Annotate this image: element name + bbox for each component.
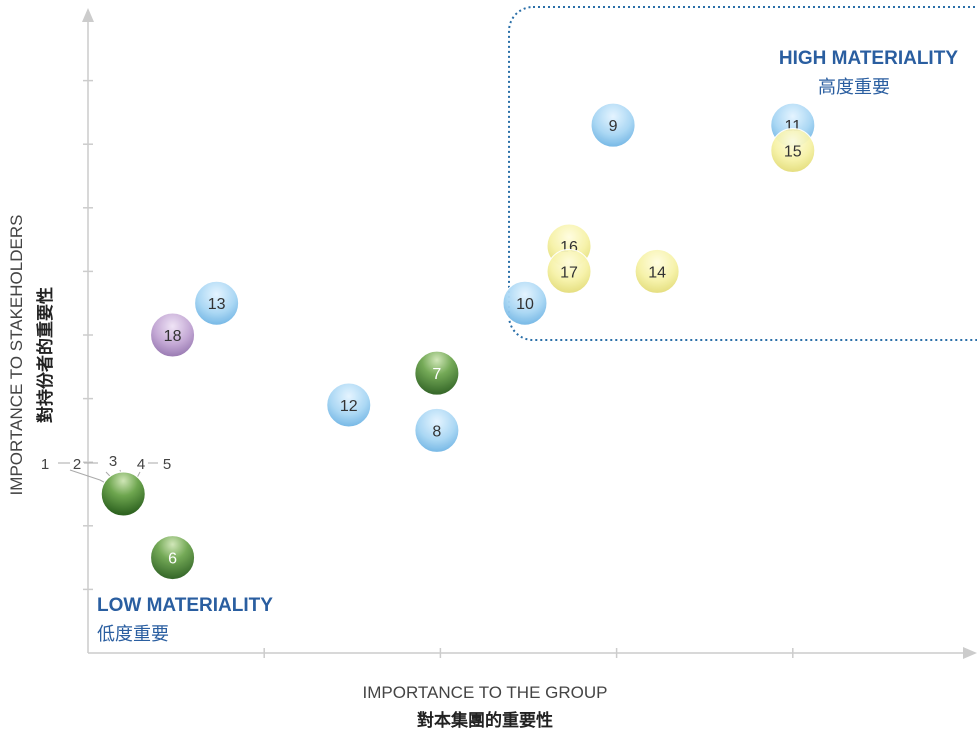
high-materiality-title: HIGH MATERIALITY xyxy=(779,48,958,69)
bubble-label-7: 7 xyxy=(432,366,441,383)
bubble-label-12: 12 xyxy=(340,398,358,415)
bubble-8 xyxy=(414,407,460,453)
data-point-9: 9 xyxy=(590,102,636,148)
cluster-label-4: 4 xyxy=(137,456,145,473)
cluster-labels: 1 2 3 4 5 xyxy=(41,453,171,473)
data-point-6: 6 xyxy=(150,535,196,581)
bubble-5 xyxy=(100,471,146,517)
bubble-label-9: 9 xyxy=(609,118,618,135)
bubble-15 xyxy=(770,128,816,174)
bubble-label-13: 13 xyxy=(208,296,226,313)
axis-ticks xyxy=(83,79,794,658)
high-materiality-subtitle: 高度重要 xyxy=(818,77,890,98)
bubble-label-6: 6 xyxy=(168,551,177,568)
cluster-label-5: 5 xyxy=(163,456,171,473)
data-point-17: 17 xyxy=(546,248,592,294)
y-axis xyxy=(82,8,94,653)
data-point-15: 15 xyxy=(770,128,816,174)
bubble-12 xyxy=(326,382,372,428)
cluster-label-3: 3 xyxy=(109,453,117,470)
bubble-label-18: 18 xyxy=(164,328,182,345)
bubble-13 xyxy=(194,280,240,326)
x-axis-subtitle: 對本集團的重要性 xyxy=(417,710,553,731)
y-axis-arrow-icon xyxy=(82,8,94,22)
bubble-17 xyxy=(546,248,592,294)
bubble-10 xyxy=(502,280,548,326)
data-point-14: 14 xyxy=(634,248,680,294)
cluster-label-1: 1 xyxy=(41,456,49,473)
data-point-12: 12 xyxy=(326,382,372,428)
data-point-5 xyxy=(100,471,146,517)
data-point-18: 18 xyxy=(150,312,196,358)
cluster-label-2: 2 xyxy=(73,456,81,473)
x-axis xyxy=(88,647,977,659)
bubble-9 xyxy=(590,102,636,148)
bubble-label-17: 17 xyxy=(560,264,578,281)
data-point-8: 8 xyxy=(414,407,460,453)
bubble-7 xyxy=(414,350,460,396)
data-point-13: 13 xyxy=(194,280,240,326)
bubble-18 xyxy=(150,312,196,358)
x-axis-arrow-icon xyxy=(963,647,977,659)
low-materiality-title: LOW MATERIALITY xyxy=(97,595,273,616)
bubble-label-8: 8 xyxy=(432,423,441,440)
high-materiality-zone xyxy=(508,6,977,341)
bubble-14 xyxy=(634,248,680,294)
data-point-7: 7 xyxy=(414,350,460,396)
y-axis-subtitle: 對持份者的重要性 xyxy=(35,287,56,423)
bubble-label-14: 14 xyxy=(648,264,666,281)
bubble-label-15: 15 xyxy=(784,144,802,161)
y-axis-title: IMPORTANCE TO STAKEHOLDERS xyxy=(7,215,26,496)
data-point-10: 10 xyxy=(502,280,548,326)
bubble-6 xyxy=(150,535,196,581)
x-axis-title: IMPORTANCE TO THE GROUP xyxy=(363,683,608,702)
low-materiality-subtitle: 低度重要 xyxy=(97,624,169,645)
bubble-label-10: 10 xyxy=(516,296,534,313)
